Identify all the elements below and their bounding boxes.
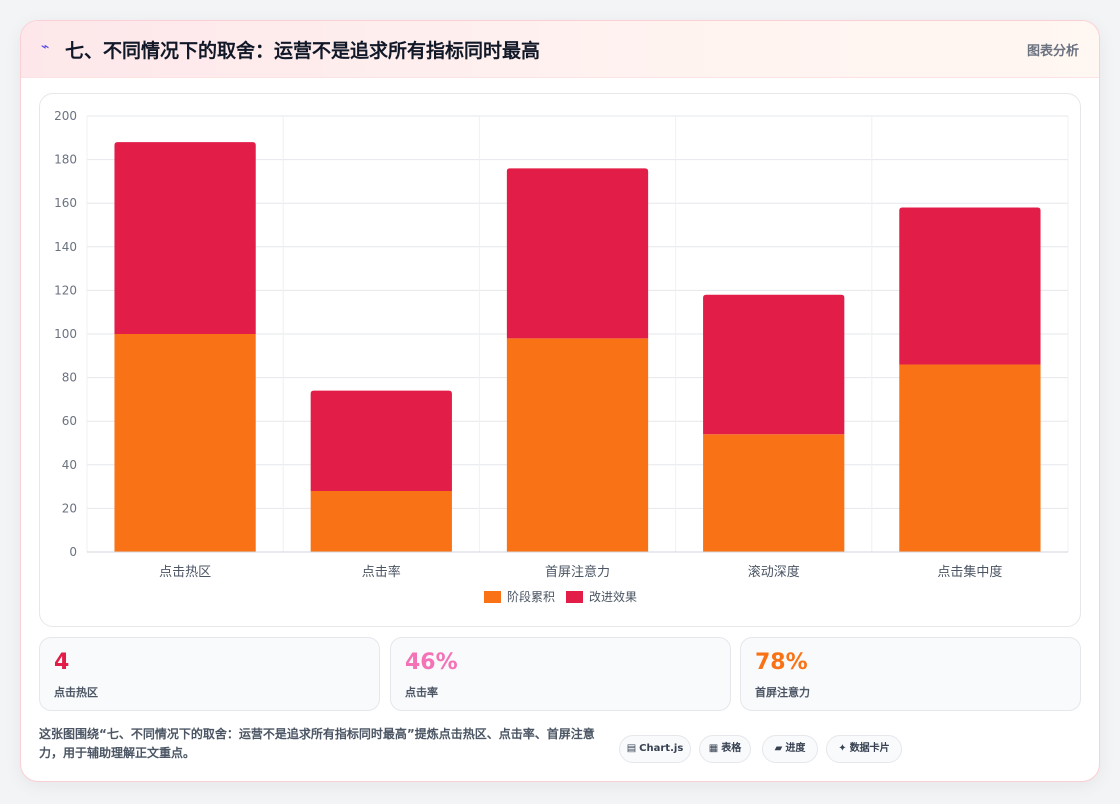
y-tick-label: 40 (62, 458, 77, 472)
y-tick-label: 0 (69, 545, 77, 559)
tag-table[interactable]: ▦ 表格 (699, 735, 751, 763)
sparkle-icon: ✦ (838, 743, 847, 754)
y-tick-label: 140 (54, 240, 77, 254)
y-tick-label: 60 (62, 414, 77, 428)
bar-segment (310, 490, 452, 552)
stat-label: 点击率 (405, 686, 438, 699)
bar-segment (114, 142, 256, 334)
legend-swatch (566, 591, 583, 603)
y-tick-label: 80 (62, 371, 77, 385)
stat-value: 4 (54, 650, 70, 675)
stat-label: 点击热区 (54, 686, 98, 699)
y-tick-label: 200 (54, 109, 77, 123)
x-tick-label: 点击集中度 (937, 564, 1002, 580)
tag-label: 表格 (721, 743, 742, 754)
x-tick-label: 点击率 (362, 564, 401, 580)
legend-label: 阶段累积 (507, 589, 555, 604)
lightning-icon: ⌁ (41, 39, 50, 55)
x-tick-label: 滚动深度 (748, 564, 800, 580)
stat-label: 首屏注意力 (755, 686, 810, 699)
tag-chartjs[interactable]: ▤ Chart.js (619, 735, 691, 763)
tag-data-cards[interactable]: ✦ 数据卡片 (826, 735, 902, 763)
chart-analysis-label[interactable]: 图表分析 (1026, 44, 1079, 59)
progress-icon: ▰ (774, 743, 783, 754)
x-tick-label: 首屏注意力 (545, 564, 610, 580)
bar-segment (899, 207, 1041, 365)
bar-segment (506, 168, 649, 339)
y-tick-label: 160 (54, 196, 77, 210)
stat-value: 46% (405, 650, 458, 675)
bar-segment (703, 434, 845, 552)
tag-label: 进度 (785, 743, 806, 754)
chart-description: 这张图围绕“七、不同情况下的取舍：运营不是追求所有指标同时最高”提炼点击热区、点… (39, 727, 595, 760)
stat-cards: 4 点击热区 46% 点击率 78% 首屏注意力 (39, 637, 1081, 711)
chart-container: 0 20 40 60 80 100 120 140 160 180 200 点击热区 点击率 首屏注意力 滚… (39, 93, 1081, 627)
bar-segment (310, 390, 452, 491)
bar-segment (703, 294, 845, 435)
card-title: 七、不同情况下的取舍：运营不是追求所有指标同时最高 (65, 40, 541, 62)
tag-progress[interactable]: ▰ 进度 (762, 735, 818, 763)
table-icon: ▦ (708, 743, 719, 754)
x-tick-label: 点击热区 (159, 565, 211, 580)
chart-card: ⌁ 七、不同情况下的取舍：运营不是追求所有指标同时最高 图表分析 0 20 40 60… (20, 20, 1100, 782)
legend-swatch (484, 591, 501, 603)
tag-label: 数据卡片 (849, 743, 890, 754)
legend-label: 改进效果 (589, 589, 637, 604)
stat-card: 46% 点击率 (390, 637, 731, 711)
card-header: ⌁ 七、不同情况下的取舍：运营不是追求所有指标同时最高 图表分析 (21, 21, 1099, 78)
stat-card: 4 点击热区 (39, 637, 380, 711)
chart-icon: ▤ (626, 743, 637, 754)
bar-segment (114, 334, 256, 552)
stat-value: 78% (755, 650, 808, 675)
y-tick-label: 20 (62, 501, 77, 515)
bar-segment (506, 338, 649, 552)
y-tick-label: 120 (54, 283, 77, 297)
stacked-bar-chart: 0 20 40 60 80 100 120 140 160 180 200 点击热区 点击率 首屏注意力 滚… (54, 109, 1069, 604)
y-tick-label: 180 (54, 153, 77, 167)
y-tick-label: 100 (54, 327, 77, 341)
tag-label: Chart.js (639, 743, 684, 754)
bar-segment (899, 364, 1041, 552)
stat-card: 78% 首屏注意力 (740, 637, 1081, 711)
